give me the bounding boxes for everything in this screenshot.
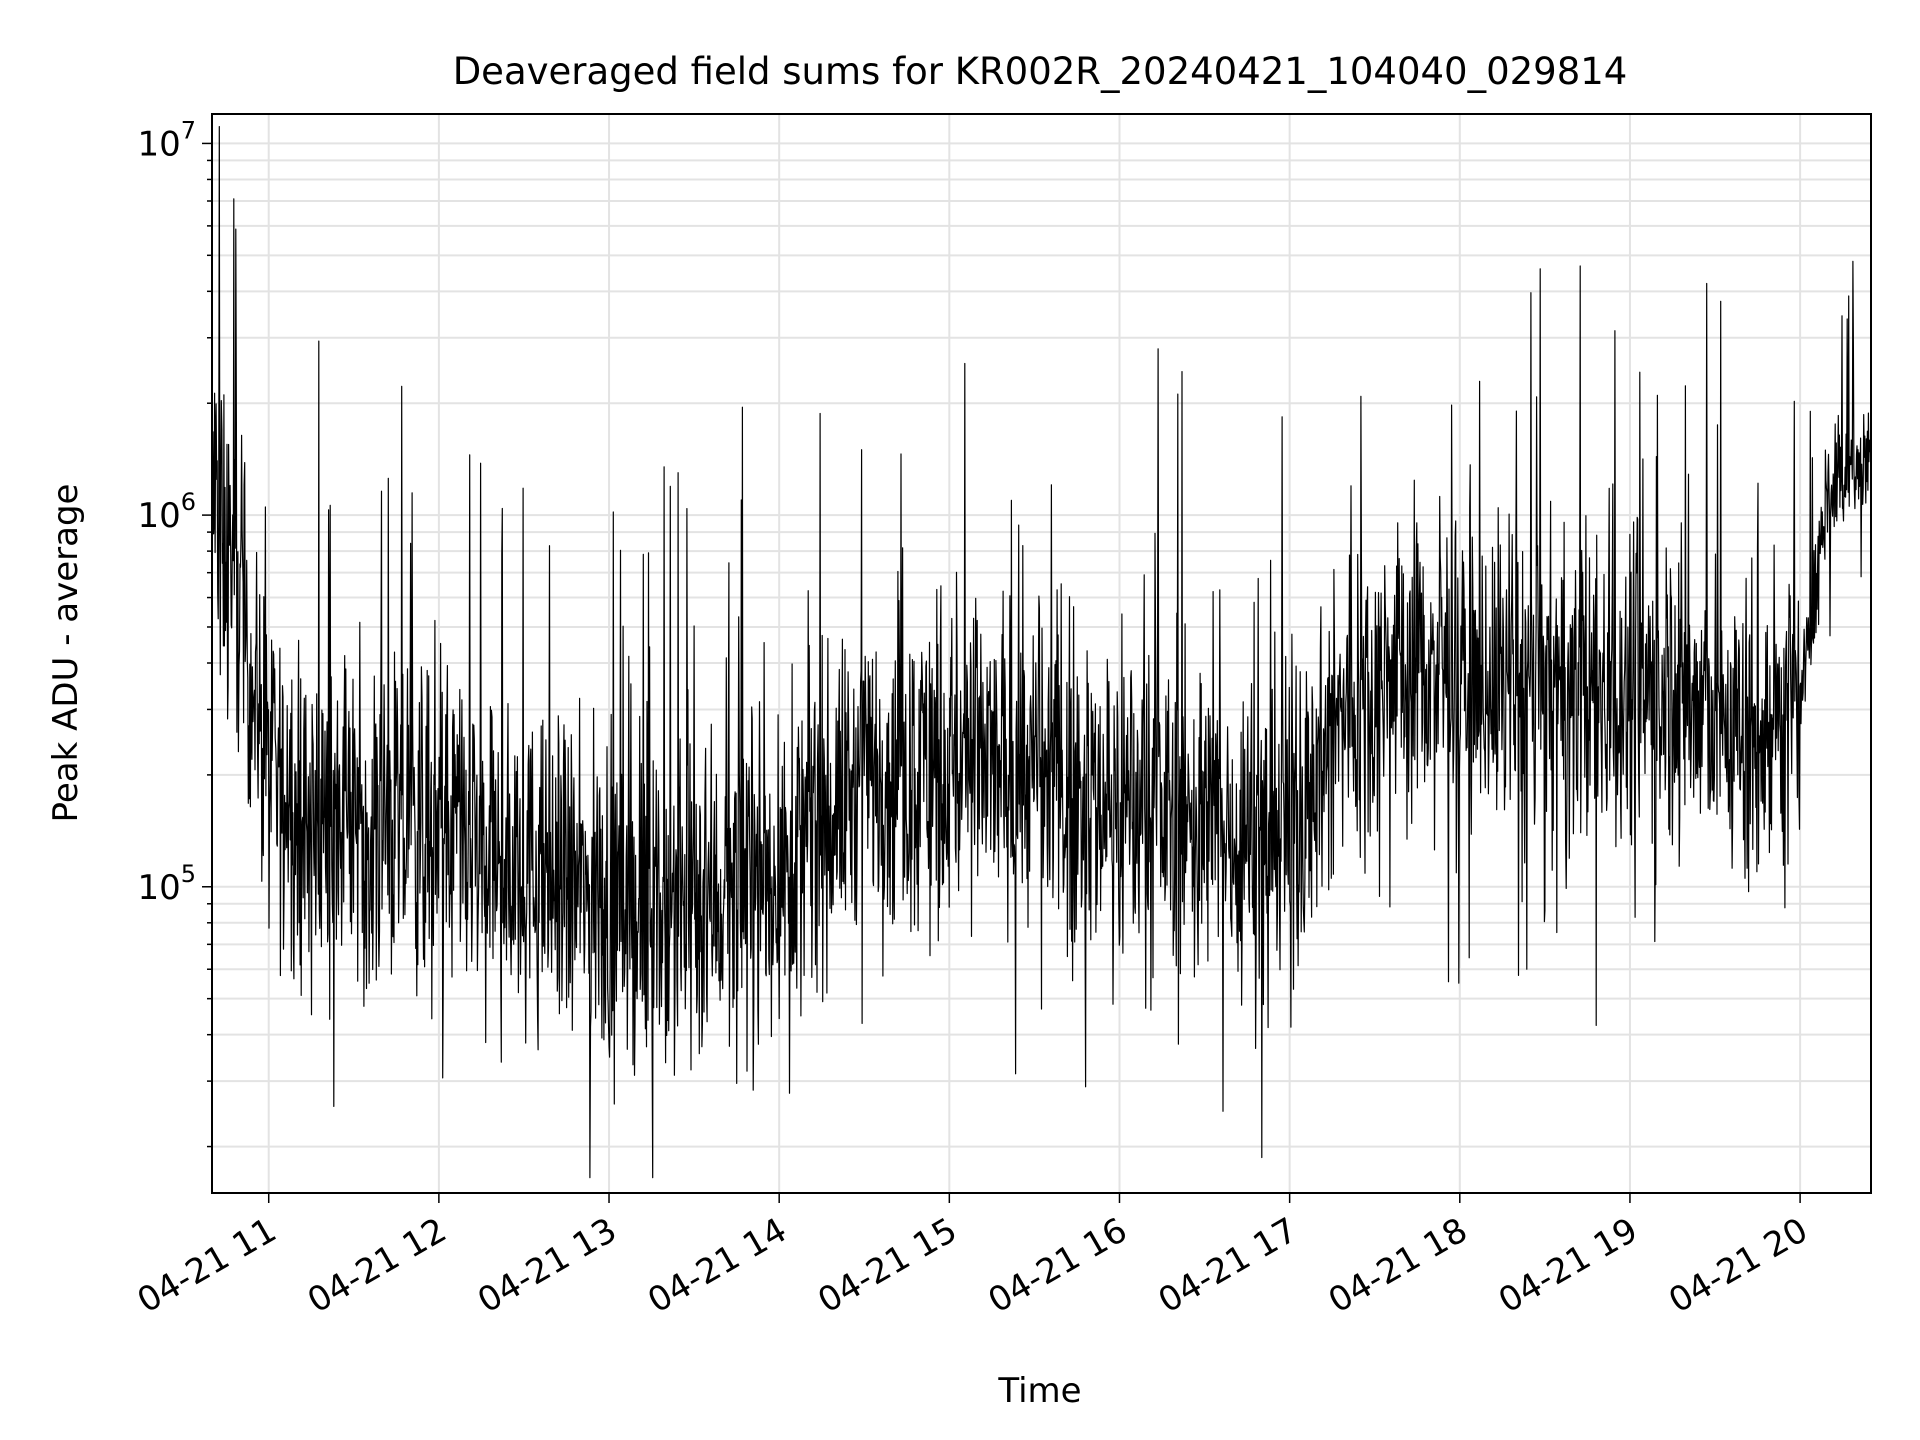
y-tick-label: 105 <box>137 860 196 908</box>
y-tick-exponent: 6 <box>181 488 196 516</box>
y-tick-label: 106 <box>137 488 196 536</box>
series-line <box>211 126 1872 1179</box>
y-tick-exponent: 5 <box>181 860 196 888</box>
y-tick-exponent: 7 <box>181 116 196 144</box>
plot-frame <box>211 113 1872 1194</box>
series-layer <box>211 126 1872 1179</box>
y-tick-label: 107 <box>137 116 196 164</box>
y-tick-base: 10 <box>137 124 180 164</box>
y-axis-label: Peak ADU - average <box>46 484 86 823</box>
y-tick-base: 10 <box>137 868 180 908</box>
y-tick-base: 10 <box>137 496 180 536</box>
chart-title: Deaveraged field sums for KR002R_2024042… <box>453 50 1628 93</box>
x-axis-label: Time <box>997 1371 1081 1411</box>
